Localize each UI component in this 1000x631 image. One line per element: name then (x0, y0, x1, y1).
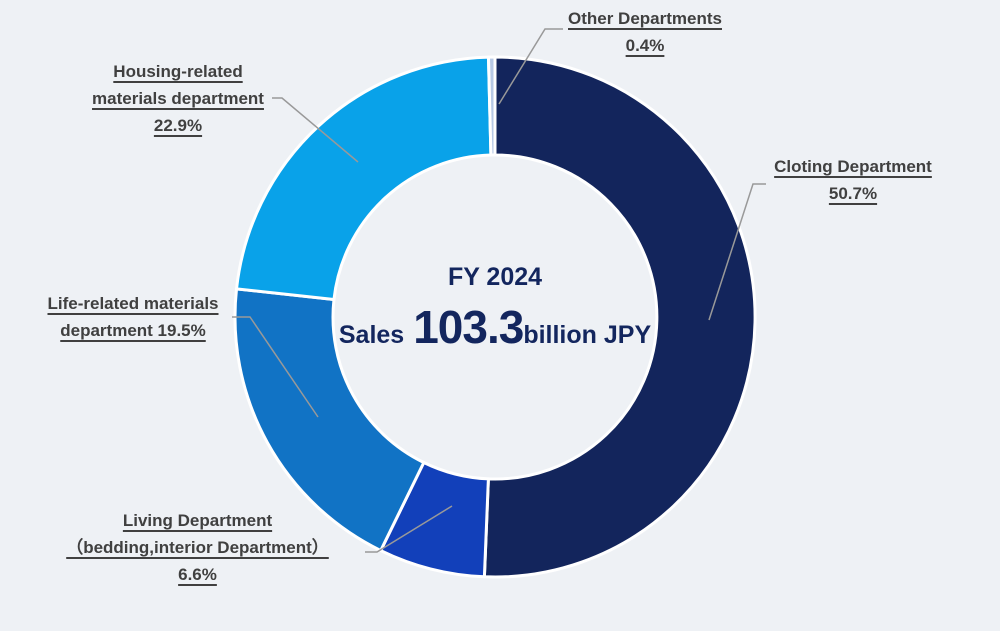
label-living-percent: 6.6% (178, 565, 217, 584)
fiscal-year-text: FY 2024 (447, 263, 543, 291)
sales-prefix: Sales (338, 321, 405, 349)
label-cloting-department: Cloting Department 50.7% (748, 153, 958, 207)
label-life-name-1: Life-related materials (47, 294, 219, 313)
leader-line-living (365, 505, 453, 553)
leader-line-cloting (708, 183, 766, 321)
donut-segment-life-related-materials-department (233, 287, 426, 553)
label-housing-name-2: materials department (92, 89, 264, 108)
sales-value: 103.3 (413, 301, 524, 353)
label-life-department: Life-related materials department 19.5% (25, 290, 241, 344)
donut-segment-other-departments (486, 55, 497, 157)
leader-line-other (498, 28, 563, 105)
sales-suffix: billion JPY (523, 321, 652, 349)
label-living-department: Living Department （bedding,interior Depa… (40, 507, 355, 588)
label-living-name-1: Living Department (122, 511, 273, 530)
chart-center-label: FY 2024 Sales 103.3billion JPY (295, 262, 695, 354)
label-life-name-2: department 19.5% (60, 321, 206, 340)
label-cloting-percent: 50.7% (828, 184, 878, 203)
leader-line-housing (272, 97, 359, 163)
label-housing-name-1: Housing-related (113, 62, 243, 81)
label-living-name-2: （bedding,interior Department） (66, 538, 329, 557)
donut-segment-cloting-department (482, 55, 757, 579)
label-cloting-name: Cloting Department (774, 157, 932, 176)
donut-segment-housing-related-materials-department (235, 55, 493, 301)
label-housing-department: Housing-related materials department 22.… (75, 58, 281, 139)
label-other-percent: 0.4% (625, 36, 665, 55)
leader-line-life (232, 316, 319, 418)
label-other-name: Other Departments (568, 9, 722, 28)
label-other-departments: Other Departments 0.4% (540, 5, 750, 59)
label-housing-percent: 22.9% (153, 116, 203, 135)
sales-total-text: Sales 103.3billion JPY (295, 300, 695, 354)
